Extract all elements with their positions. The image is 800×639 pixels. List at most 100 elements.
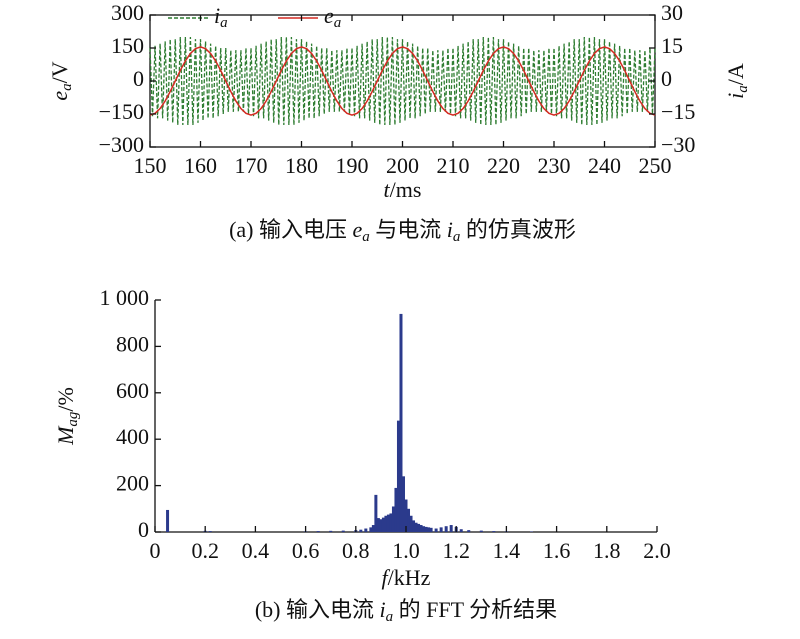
bar <box>404 499 408 532</box>
bar <box>424 526 428 532</box>
bar <box>208 531 212 532</box>
text-part: ag <box>65 411 81 427</box>
x-tick-label: 220 <box>487 153 520 178</box>
x-tick-label: 0.4 <box>242 538 270 563</box>
text-part: i <box>447 217 453 242</box>
bar <box>381 517 385 532</box>
bar <box>364 528 368 532</box>
text-part: a <box>362 229 370 245</box>
bar <box>316 531 320 532</box>
y2-tick-label: −30 <box>661 132 695 157</box>
text-part: i <box>380 597 386 622</box>
bar <box>439 527 443 532</box>
x-tick-label: 150 <box>134 153 167 178</box>
bar <box>422 526 426 532</box>
text-part: e <box>353 217 363 242</box>
x-tick-label: 1.0 <box>392 538 420 563</box>
bar <box>341 530 345 532</box>
bar <box>369 527 373 532</box>
text-part: e <box>324 3 334 28</box>
bar <box>492 531 496 532</box>
text-part: (b) 输入电流 <box>255 597 380 622</box>
series-line <box>149 46 656 116</box>
y-tick-label: −300 <box>99 132 144 157</box>
bar <box>329 530 333 532</box>
y-tick-label: 1 000 <box>100 285 150 310</box>
y-tick-label: −150 <box>99 99 144 124</box>
bar <box>417 523 421 532</box>
bar <box>374 494 378 532</box>
text-part: 与电流 <box>370 217 447 242</box>
bar <box>359 529 363 532</box>
caption: (a) 输入电压 ea 与电流 ia 的仿真波形 <box>229 217 576 245</box>
x-tick-label: 1.4 <box>493 538 521 563</box>
bar <box>371 525 375 532</box>
y2-tick-label: 0 <box>661 66 672 91</box>
bar <box>414 522 418 532</box>
x-tick-label: 200 <box>386 153 419 178</box>
y2-tick-label: 15 <box>661 33 683 58</box>
text-part: t <box>384 177 391 202</box>
bar <box>409 515 413 532</box>
x-axis-label: t/ms <box>384 177 422 202</box>
bar <box>434 528 438 532</box>
bar <box>429 527 433 532</box>
bar <box>166 509 170 532</box>
bar <box>379 519 383 532</box>
x-tick-label: 1.6 <box>543 538 571 563</box>
text-part: a <box>334 15 342 31</box>
bar <box>384 515 388 532</box>
bar <box>419 525 423 532</box>
x-axis-label: f/kHz <box>382 565 431 590</box>
y2-tick-label: −15 <box>661 99 695 124</box>
x-tick-label: 2.0 <box>643 538 671 563</box>
text-part: a <box>735 85 751 93</box>
y-tick-label: 300 <box>111 0 144 25</box>
text-part: i <box>214 3 220 28</box>
y-tick-label: 400 <box>116 424 149 449</box>
text-part: /V <box>47 61 72 83</box>
y-tick-label: 200 <box>116 471 149 496</box>
text-part: 的 FFT 分析结果 <box>393 597 557 622</box>
text-part: e <box>47 91 72 101</box>
bar <box>459 529 463 532</box>
bar <box>407 508 411 532</box>
x-tick-label: 210 <box>437 153 470 178</box>
text-part: /kHz <box>388 565 431 590</box>
text-part: /A <box>723 63 748 85</box>
caption: (b) 输入电流 ia 的 FFT 分析结果 <box>255 597 557 625</box>
bar <box>386 514 390 532</box>
x-tick-label: 0.6 <box>292 538 320 563</box>
bar <box>396 420 400 532</box>
y-tick-label: 0 <box>133 66 144 91</box>
y-axis-label: Mag/% <box>53 387 81 446</box>
text-part: /% <box>53 387 78 411</box>
text-part: f <box>382 565 391 590</box>
x-tick-label: 170 <box>235 153 268 178</box>
y-tick-label: 600 <box>116 378 149 403</box>
x-tick-label: 0 <box>150 538 161 563</box>
text-part: i <box>723 93 748 99</box>
y2-axis-label: ia/A <box>723 63 751 99</box>
bar <box>479 530 483 532</box>
text-part: a <box>386 609 394 625</box>
x-tick-label: 250 <box>639 153 672 178</box>
text-part: a <box>59 83 75 91</box>
bar <box>376 518 380 532</box>
bar <box>394 487 398 532</box>
bar <box>391 506 395 532</box>
bar <box>444 526 448 532</box>
x-tick-label: 160 <box>184 153 217 178</box>
bar <box>467 530 471 532</box>
series-line <box>149 36 656 126</box>
text-part: a <box>453 229 461 245</box>
legend-label: ea <box>324 3 341 31</box>
y-axis-label: ea/V <box>47 61 75 100</box>
x-tick-label: 0.8 <box>342 538 370 563</box>
text-part: (a) 输入电压 <box>229 217 352 242</box>
x-tick-label: 1.2 <box>442 538 470 563</box>
text-part: /ms <box>390 177 422 202</box>
x-tick-label: 230 <box>538 153 571 178</box>
x-tick-label: 1.8 <box>593 538 621 563</box>
x-tick-label: 0.2 <box>191 538 219 563</box>
